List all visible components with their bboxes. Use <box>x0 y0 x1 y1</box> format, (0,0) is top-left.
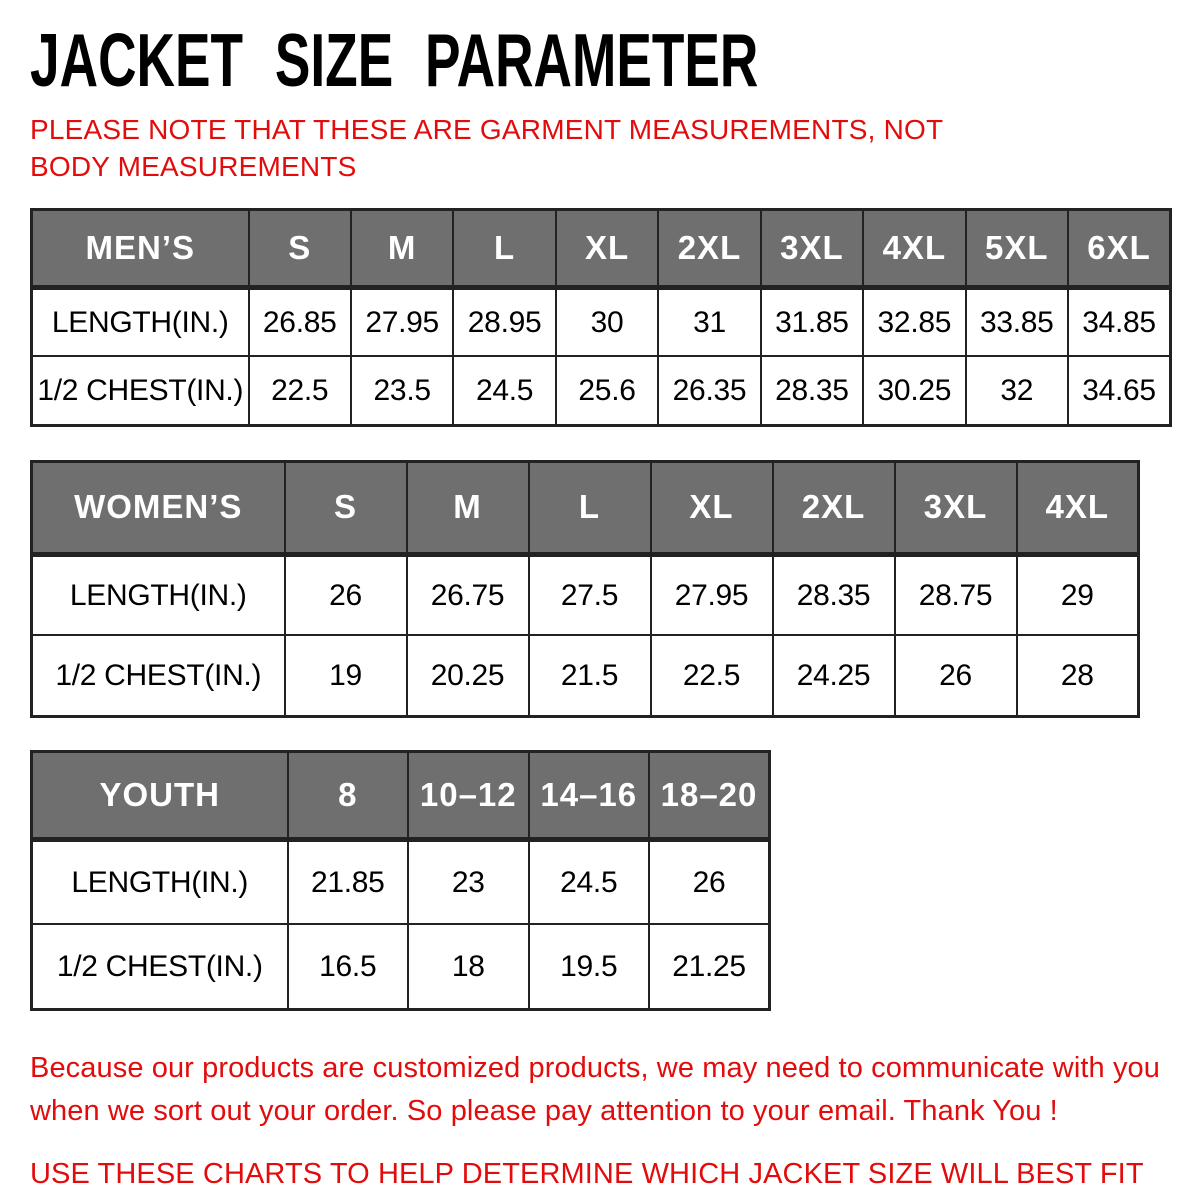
size-column-header: XL <box>649 460 774 557</box>
measurement-value-cell: 27.95 <box>349 286 455 358</box>
measurement-value-cell: 23.5 <box>349 355 455 427</box>
measurement-value-cell: 30.25 <box>862 355 967 427</box>
size-column-header: M <box>349 208 455 290</box>
measurement-value-cell: 18 <box>407 923 530 1011</box>
measurement-value-cell: 26.75 <box>405 553 530 637</box>
measurement-row: LENGTH(IN.) 21.85 23 24.5 26 <box>30 838 771 926</box>
measurement-value-cell: 33.85 <box>964 286 1070 358</box>
size-column-header: 4XL <box>1015 460 1140 557</box>
measurement-value-cell: 19 <box>283 634 408 718</box>
header-row: YOUTH 8 10–12 14–16 18–20 <box>30 750 771 842</box>
measurement-value-cell: 28.35 <box>759 355 865 427</box>
size-column-header: S <box>247 208 352 290</box>
measurement-value-cell: 24.25 <box>771 634 896 718</box>
measurement-value-cell: 30 <box>554 286 660 358</box>
measurement-row: 1/2 CHEST(IN.) 16.5 18 19.5 21.25 <box>30 923 771 1011</box>
table-title-cell: YOUTH <box>30 750 289 842</box>
measurement-value-cell: 31.85 <box>759 286 865 358</box>
size-column-header: 18–20 <box>648 750 771 842</box>
measurement-value-cell: 23 <box>407 838 530 926</box>
row-label-cell: LENGTH(IN.) <box>30 553 286 637</box>
youth-size-table: YOUTH 8 10–12 14–16 18–20 LENGTH(IN.) 21.85 23 2… <box>30 749 771 1011</box>
measurement-value-cell: 24.5 <box>452 355 557 427</box>
size-column-header: 3XL <box>759 208 865 290</box>
size-column-header: 2XL <box>657 208 762 290</box>
measurement-value-cell: 28 <box>1015 634 1140 718</box>
measurement-row: 1/2 CHEST(IN.) 22.5 23.5 24.5 25.6 26.35 28.35… <box>30 355 1172 427</box>
measurement-value-cell: 32 <box>964 355 1070 427</box>
size-column-header: 14–16 <box>527 750 650 842</box>
measurement-row: LENGTH(IN.) 26 26.75 27.5 27.95 28.35 28.75 29 <box>30 553 1140 637</box>
row-label-cell: 1/2 CHEST(IN.) <box>30 355 250 427</box>
measurement-value-cell: 27.5 <box>527 553 652 637</box>
row-label-cell: LENGTH(IN.) <box>30 838 289 926</box>
measurement-value-cell: 22.5 <box>247 355 352 427</box>
row-label-cell: 1/2 CHEST(IN.) <box>30 634 286 718</box>
size-column-header: L <box>452 208 557 290</box>
measurement-value-cell: 28.95 <box>452 286 557 358</box>
measurement-value-cell: 21.25 <box>648 923 771 1011</box>
measurement-value-cell: 19.5 <box>527 923 650 1011</box>
measurement-value-cell: 26 <box>893 634 1018 718</box>
table-title-cell: MEN’S <box>30 208 250 290</box>
page-title-text: JACKET SIZE PARAMETER <box>30 18 759 102</box>
size-column-header: 10–12 <box>407 750 530 842</box>
size-column-header: 4XL <box>862 208 967 290</box>
measurement-value-cell: 16.5 <box>286 923 409 1011</box>
header-row: MEN’S S M L XL 2XL 3XL 4XL 5XL 6XL <box>30 208 1172 290</box>
measurement-value-cell: 28.75 <box>893 553 1018 637</box>
header-row: WOMEN’S S M L XL 2XL 3XL 4XL <box>30 460 1140 557</box>
measurement-value-cell: 22.5 <box>649 634 774 718</box>
measurement-value-cell: 31 <box>657 286 762 358</box>
measurement-value-cell: 29 <box>1015 553 1140 637</box>
size-column-header: 3XL <box>893 460 1018 557</box>
size-column-header: XL <box>554 208 660 290</box>
size-column-header: 6XL <box>1067 208 1172 290</box>
size-column-header: 8 <box>286 750 409 842</box>
measurement-value-cell: 34.65 <box>1067 355 1172 427</box>
measurement-value-cell: 26 <box>283 553 408 637</box>
page-title: JACKET SIZE PARAMETER <box>30 18 1170 102</box>
row-label-cell: 1/2 CHEST(IN.) <box>30 923 289 1011</box>
measurement-value-cell: 26 <box>648 838 771 926</box>
measurement-value-cell: 26.35 <box>657 355 762 427</box>
size-column-header: S <box>283 460 408 557</box>
measurement-value-cell: 20.25 <box>405 634 530 718</box>
size-column-header: 5XL <box>964 208 1070 290</box>
size-column-header: M <box>405 460 530 557</box>
measurement-value-cell: 21.5 <box>527 634 652 718</box>
measurement-row: 1/2 CHEST(IN.) 19 20.25 21.5 22.5 24.25 26 28 <box>30 634 1140 718</box>
measurement-value-cell: 32.85 <box>862 286 967 358</box>
fit-advice-line: USE THESE CHARTS TO HELP DETERMINE WHICH… <box>30 1158 1144 1200</box>
size-column-header: L <box>527 460 652 557</box>
customization-notice: Because our products are customized prod… <box>30 1051 1160 1127</box>
measurement-value-cell: 34.85 <box>1067 286 1172 358</box>
measurement-value-cell: 24.5 <box>527 838 650 926</box>
measurement-value-cell: 21.85 <box>286 838 409 926</box>
row-label-cell: LENGTH(IN.) <box>30 286 250 358</box>
measurement-value-cell: 25.6 <box>554 355 660 427</box>
measurement-row: LENGTH(IN.) 26.85 27.95 28.95 30 31 31.85 32.85… <box>30 286 1172 358</box>
measurement-value-cell: 27.95 <box>649 553 774 637</box>
mens-size-table: MEN’S S M L XL 2XL 3XL 4XL 5XL 6XL LENGTH(IN.) 26.8… <box>30 207 1172 427</box>
table-title-cell: WOMEN’S <box>30 460 286 557</box>
womens-size-table: WOMEN’S S M L XL 2XL 3XL 4XL LENGTH(IN.) 26 26.75 2… <box>30 459 1140 718</box>
size-column-header: 2XL <box>771 460 896 557</box>
garment-measurement-note: PLEASE NOTE THAT THESE ARE GARMENT MEASU… <box>30 114 943 182</box>
measurement-value-cell: 26.85 <box>247 286 352 358</box>
measurement-value-cell: 28.35 <box>771 553 896 637</box>
